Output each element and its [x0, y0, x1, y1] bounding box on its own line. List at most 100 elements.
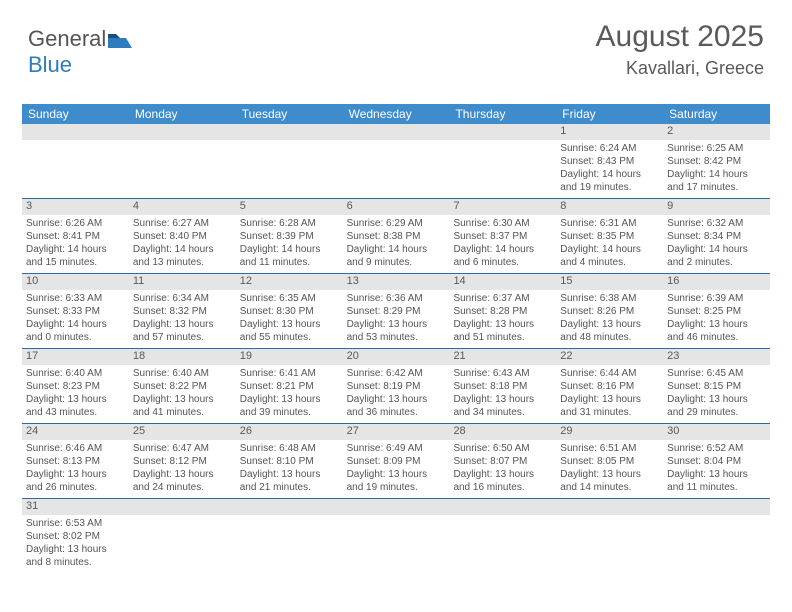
day-number: [22, 124, 129, 140]
sunset-text: Sunset: 8:19 PM: [347, 380, 446, 393]
daylight-text-1: Daylight: 14 hours: [560, 243, 659, 256]
daylight-text-1: Daylight: 14 hours: [667, 243, 766, 256]
daylight-text-2: and 19 minutes.: [347, 481, 446, 494]
day-body: Sunrise: 6:45 AMSunset: 8:15 PMDaylight:…: [663, 365, 770, 423]
day-number: 31: [22, 499, 129, 515]
day-body: [236, 140, 343, 194]
sunrise-text: Sunrise: 6:44 AM: [560, 367, 659, 380]
day-number: 1: [556, 124, 663, 140]
sunset-text: Sunset: 8:07 PM: [453, 455, 552, 468]
sunset-text: Sunset: 8:39 PM: [240, 230, 339, 243]
daylight-text-2: and 43 minutes.: [26, 406, 125, 419]
day-number: 11: [129, 274, 236, 290]
sunrise-text: Sunrise: 6:43 AM: [453, 367, 552, 380]
daylight-text-2: and 6 minutes.: [453, 256, 552, 269]
day-cell: 3Sunrise: 6:26 AMSunset: 8:41 PMDaylight…: [22, 199, 129, 273]
sunrise-text: Sunrise: 6:26 AM: [26, 217, 125, 230]
sunrise-text: Sunrise: 6:49 AM: [347, 442, 446, 455]
daylight-text-1: Daylight: 13 hours: [240, 393, 339, 406]
sunrise-text: Sunrise: 6:50 AM: [453, 442, 552, 455]
day-number: 20: [343, 349, 450, 365]
daylight-text-2: and 26 minutes.: [26, 481, 125, 494]
daylight-text-2: and 57 minutes.: [133, 331, 232, 344]
daylight-text-1: Daylight: 13 hours: [667, 393, 766, 406]
day-cell: 10Sunrise: 6:33 AMSunset: 8:33 PMDayligh…: [22, 274, 129, 348]
day-body: [129, 140, 236, 194]
day-number: 3: [22, 199, 129, 215]
day-number: 29: [556, 424, 663, 440]
day-body: Sunrise: 6:31 AMSunset: 8:35 PMDaylight:…: [556, 215, 663, 273]
daylight-text-1: Daylight: 13 hours: [26, 543, 125, 556]
day-number: [236, 124, 343, 140]
day-body: Sunrise: 6:24 AMSunset: 8:43 PMDaylight:…: [556, 140, 663, 198]
day-body: Sunrise: 6:41 AMSunset: 8:21 PMDaylight:…: [236, 365, 343, 423]
day-cell: [449, 499, 556, 573]
daylight-text-1: Daylight: 13 hours: [560, 393, 659, 406]
sunrise-text: Sunrise: 6:40 AM: [26, 367, 125, 380]
daylight-text-1: Daylight: 13 hours: [560, 318, 659, 331]
day-body: [343, 515, 450, 569]
daylight-text-2: and 39 minutes.: [240, 406, 339, 419]
sunset-text: Sunset: 8:34 PM: [667, 230, 766, 243]
day-number: 18: [129, 349, 236, 365]
sunset-text: Sunset: 8:09 PM: [347, 455, 446, 468]
day-number: 22: [556, 349, 663, 365]
day-body: [22, 140, 129, 194]
week-row: 24 Sunrise: 6:46 AMSunset: 8:13 PM Dayligh…: [22, 424, 770, 499]
title-block: August 2025 Kavallari, Greece: [596, 20, 764, 79]
week-row: 31Sunrise: 6:53 AMSunset: 8:02 PMDayligh…: [22, 499, 770, 573]
day-body: Sunrise: 6:33 AMSunset: 8:33 PMDaylight:…: [22, 290, 129, 348]
day-number: 24: [22, 424, 129, 440]
day-body: Sunrise: 6:36 AMSunset: 8:29 PMDaylight:…: [343, 290, 450, 348]
day-body: Sunrise: 6:34 AMSunset: 8:32 PMDaylight:…: [129, 290, 236, 348]
weekday-label: Tuesday: [236, 104, 343, 124]
sunset-text: Sunset: 8:43 PM: [560, 155, 659, 168]
daylight-text-1: Daylight: 13 hours: [453, 393, 552, 406]
day-body: [663, 515, 770, 569]
weekday-label: Sunday: [22, 104, 129, 124]
daylight-text-1: Daylight: 13 hours: [560, 468, 659, 481]
sunset-text: Sunset: 8:12 PM: [133, 455, 232, 468]
daylight-text-1: Daylight: 14 hours: [667, 168, 766, 181]
day-cell: [449, 124, 556, 198]
sunrise-text: Sunrise: 6:48 AM: [240, 442, 339, 455]
daylight-text-2: and 0 minutes.: [26, 331, 125, 344]
day-cell: 13Sunrise: 6:36 AMSunset: 8:29 PMDayligh…: [343, 274, 450, 348]
day-number: 10: [22, 274, 129, 290]
day-body: Sunrise: 6:50 AMSunset: 8:07 PMDaylight:…: [449, 440, 556, 498]
day-number: [236, 499, 343, 515]
sunset-text: Sunset: 8:35 PM: [560, 230, 659, 243]
day-cell: 16Sunrise: 6:39 AMSunset: 8:25 PMDayligh…: [663, 274, 770, 348]
week-row: 17Sunrise: 6:40 AMSunset: 8:23 PMDayligh…: [22, 349, 770, 424]
day-body: Sunrise: 6:52 AMSunset: 8:04 PMDaylight:…: [663, 440, 770, 498]
day-number: 5: [236, 199, 343, 215]
day-body: Sunrise: 6:37 AMSunset: 8:28 PMDaylight:…: [449, 290, 556, 348]
sunset-text: Sunset: 8:28 PM: [453, 305, 552, 318]
day-cell: 18Sunrise: 6:40 AMSunset: 8:22 PMDayligh…: [129, 349, 236, 423]
sunrise-text: Sunrise: 6:31 AM: [560, 217, 659, 230]
sunset-text: Sunset: 8:02 PM: [26, 530, 125, 543]
day-cell: 22Sunrise: 6:44 AMSunset: 8:16 PMDayligh…: [556, 349, 663, 423]
day-number: [129, 124, 236, 140]
sunset-text: Sunset: 8:13 PM: [26, 455, 125, 468]
daylight-text-2: and 16 minutes.: [453, 481, 552, 494]
sunrise-text: Sunrise: 6:46 AM: [26, 442, 125, 455]
day-number: 16: [663, 274, 770, 290]
day-number: 9: [663, 199, 770, 215]
day-body: Sunrise: 6:51 AMSunset: 8:05 PMDaylight:…: [556, 440, 663, 498]
flag-icon: [108, 28, 132, 42]
day-body: Sunrise: 6:49 AMSunset: 8:09 PMDaylight:…: [343, 440, 450, 498]
weekday-header: SundayMondayTuesdayWednesdayThursdayFrid…: [22, 104, 770, 124]
day-body: Sunrise: 6:40 AMSunset: 8:22 PMDaylight:…: [129, 365, 236, 423]
daylight-text-2: and 34 minutes.: [453, 406, 552, 419]
sunrise-text: Sunrise: 6:38 AM: [560, 292, 659, 305]
daylight-text-2: and 11 minutes.: [667, 481, 766, 494]
day-number: [449, 499, 556, 515]
day-number: [556, 499, 663, 515]
sunrise-text: Sunrise: 6:37 AM: [453, 292, 552, 305]
day-body: Sunrise: 6:25 AMSunset: 8:42 PMDaylight:…: [663, 140, 770, 198]
day-body: Sunrise: 6:42 AMSunset: 8:19 PMDaylight:…: [343, 365, 450, 423]
daylight-text-2: and 17 minutes.: [667, 181, 766, 194]
sunset-text: Sunset: 8:05 PM: [560, 455, 659, 468]
day-body: Sunrise: 6:47 AMSunset: 8:12 PMDaylight:…: [129, 440, 236, 498]
